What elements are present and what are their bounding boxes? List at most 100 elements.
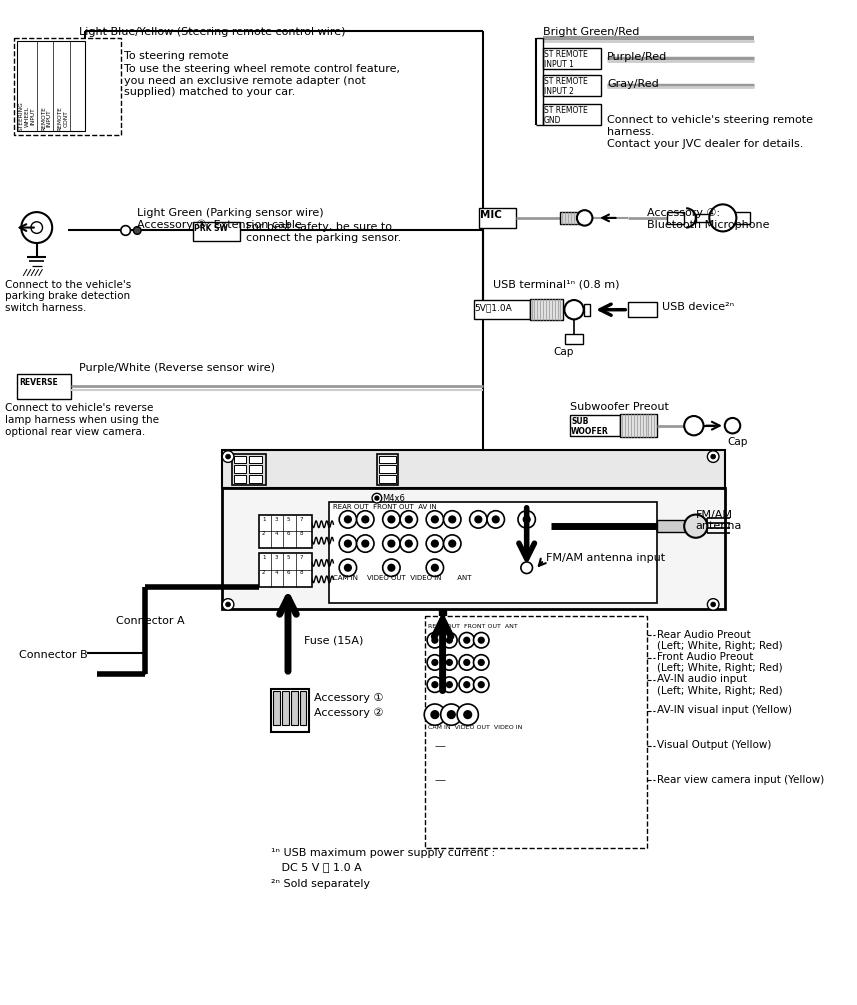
Circle shape (427, 677, 442, 692)
Text: For best safety, be sure to
connect the parking sensor.: For best safety, be sure to connect the … (247, 222, 402, 243)
Bar (733, 212, 750, 224)
Circle shape (464, 659, 470, 665)
Circle shape (440, 704, 462, 726)
Text: 3: 3 (274, 517, 278, 522)
Circle shape (521, 562, 532, 574)
Circle shape (375, 496, 379, 500)
Circle shape (431, 711, 439, 719)
Text: DC 5 V ⟜ 1.0 A: DC 5 V ⟜ 1.0 A (271, 862, 362, 872)
Text: 7: 7 (300, 517, 303, 522)
Text: To use the steering wheel remote control feature,
you need an exclusive remote a: To use the steering wheel remote control… (123, 64, 399, 97)
Circle shape (707, 599, 719, 610)
Circle shape (121, 226, 130, 235)
Circle shape (357, 535, 374, 553)
Text: Connect to the vehicle's
parking brake detection
switch harness.: Connect to the vehicle's parking brake d… (5, 279, 131, 313)
Circle shape (449, 541, 456, 547)
Text: 6: 6 (287, 531, 291, 536)
Circle shape (222, 451, 234, 462)
Circle shape (431, 516, 438, 523)
Circle shape (21, 212, 52, 243)
Circle shape (449, 516, 456, 523)
Bar (259, 515, 312, 549)
Bar (234, 465, 247, 473)
Bar (696, 214, 710, 222)
Text: REVERSE: REVERSE (20, 378, 58, 387)
Text: Purple/Red: Purple/Red (607, 51, 667, 61)
Text: CAM IN  VIDEO OUT  VIDEO IN: CAM IN VIDEO OUT VIDEO IN (428, 726, 523, 731)
Bar (667, 212, 684, 224)
Circle shape (518, 511, 536, 528)
Bar (232, 453, 266, 484)
Circle shape (339, 559, 357, 577)
Circle shape (388, 541, 395, 547)
Circle shape (400, 511, 417, 528)
Bar (377, 453, 399, 484)
Text: 7: 7 (300, 555, 303, 560)
Text: MIC: MIC (480, 210, 502, 220)
Text: Front Audio Preout
(Left; White, Right; Red): Front Audio Preout (Left; White, Right; … (657, 652, 782, 673)
Bar (657, 521, 691, 532)
Circle shape (707, 451, 719, 462)
Circle shape (362, 541, 369, 547)
Text: AV-IN visual input (Yellow): AV-IN visual input (Yellow) (657, 705, 792, 715)
Text: Visual Output (Yellow): Visual Output (Yellow) (657, 740, 771, 750)
Text: USB device²ⁿ: USB device²ⁿ (662, 302, 734, 312)
Text: REMOTE
INPUT: REMOTE INPUT (41, 107, 51, 131)
Circle shape (372, 493, 381, 502)
Text: 5V⟜1.0A: 5V⟜1.0A (475, 303, 512, 312)
Text: SUB
WOOFER: SUB WOOFER (571, 417, 608, 436)
Text: 5: 5 (287, 555, 291, 560)
Circle shape (427, 654, 442, 670)
Circle shape (225, 454, 231, 459)
Circle shape (134, 226, 141, 234)
Circle shape (475, 516, 482, 523)
Circle shape (446, 659, 452, 665)
Text: Subwoofer Preout: Subwoofer Preout (570, 402, 669, 411)
Text: Light Green (Parking sensor wire)
Accessory ③: Extension cable: Light Green (Parking sensor wire) Access… (137, 208, 324, 230)
Text: ST REMOTE
INPUT 2: ST REMOTE INPUT 2 (544, 76, 588, 96)
Bar (560, 212, 582, 224)
Text: To steering remote: To steering remote (123, 50, 228, 60)
Bar (570, 415, 620, 436)
Text: Accessory ④:
Bluetooth Microphone: Accessory ④: Bluetooth Microphone (648, 208, 770, 230)
Bar (222, 450, 725, 488)
Circle shape (432, 637, 438, 643)
Bar (234, 455, 247, 463)
Circle shape (459, 632, 475, 648)
Text: CAM IN    VIDEO OUT  VIDEO IN       ANT: CAM IN VIDEO OUT VIDEO IN ANT (333, 576, 472, 582)
Circle shape (426, 535, 444, 553)
Circle shape (487, 511, 505, 528)
Circle shape (684, 416, 704, 435)
Circle shape (478, 681, 484, 687)
Circle shape (362, 516, 369, 523)
Bar (328, 502, 657, 603)
Text: STEERING
WHEEL
INPUT: STEERING WHEEL INPUT (19, 102, 35, 131)
Bar (379, 465, 396, 473)
Circle shape (345, 565, 351, 571)
Circle shape (441, 632, 457, 648)
Bar (530, 299, 563, 321)
Text: FM/AM
antenna: FM/AM antenna (696, 510, 742, 532)
Circle shape (427, 632, 442, 648)
Circle shape (426, 559, 444, 577)
Text: 4: 4 (274, 531, 278, 536)
Circle shape (577, 210, 592, 226)
Text: 8: 8 (300, 531, 303, 536)
Circle shape (446, 637, 452, 643)
Text: REAR OUT  FRONT OUT  ANT: REAR OUT FRONT OUT ANT (428, 624, 518, 629)
Text: REAR OUT  FRONT OUT  AV IN: REAR OUT FRONT OUT AV IN (333, 504, 437, 510)
Circle shape (432, 659, 438, 665)
Text: ¹ⁿ USB maximum power supply current :: ¹ⁿ USB maximum power supply current : (271, 848, 494, 858)
Circle shape (457, 704, 478, 726)
Circle shape (400, 535, 417, 553)
Text: Purple/White (Reverse sensor wire): Purple/White (Reverse sensor wire) (79, 363, 275, 373)
Bar (566, 334, 583, 344)
Circle shape (441, 677, 457, 692)
Bar (584, 304, 590, 316)
Bar (249, 475, 262, 482)
Bar (291, 691, 297, 726)
Circle shape (446, 681, 452, 687)
Bar (259, 553, 312, 587)
Circle shape (345, 516, 351, 523)
Circle shape (444, 511, 461, 528)
